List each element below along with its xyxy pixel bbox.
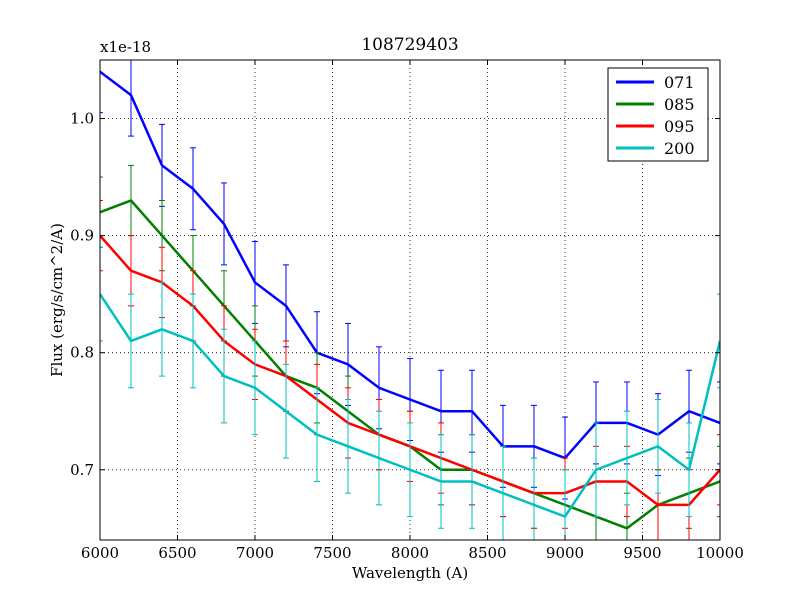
ticks: 6000 6500 7000 7500 8000 8500 9000 9500 10000 0.7… (70, 60, 744, 562)
series-line-071 (100, 70, 720, 460)
legend-label-071: 071 (664, 73, 695, 92)
x-tick-label: 6000 (81, 544, 119, 562)
y-axis-label: Flux (erg/s/cm^2/A) (48, 223, 66, 377)
x-tick-label: 7000 (236, 544, 274, 562)
series-071 (100, 60, 720, 500)
series-layer (100, 60, 720, 540)
x-tick-label: 9500 (623, 544, 661, 562)
y-offset-label: x1e-18 (100, 38, 151, 56)
x-tick-label: 6500 (158, 544, 196, 562)
legend: 071 085 095 200 (607, 67, 709, 162)
x-tick-label: 9000 (546, 544, 584, 562)
legend-label-085: 085 (664, 95, 695, 114)
y-tick-label: 0.9 (70, 227, 94, 245)
x-tick-label: 8500 (468, 544, 506, 562)
legend-label-200: 200 (664, 139, 695, 158)
x-tick-label: 7500 (313, 544, 351, 562)
series-line-200 (100, 293, 720, 518)
y-tick-label: 1.0 (70, 110, 94, 128)
y-tick-label: 0.7 (70, 461, 94, 479)
x-axis-label: Wavelength (A) (352, 564, 468, 582)
legend-label-095: 095 (664, 117, 695, 136)
series-200 (100, 246, 720, 540)
x-tick-label: 8000 (391, 544, 429, 562)
y-tick-label: 0.8 (70, 344, 94, 362)
x-tick-label: 10000 (696, 544, 744, 562)
chart-title: 108729403 (361, 35, 458, 55)
